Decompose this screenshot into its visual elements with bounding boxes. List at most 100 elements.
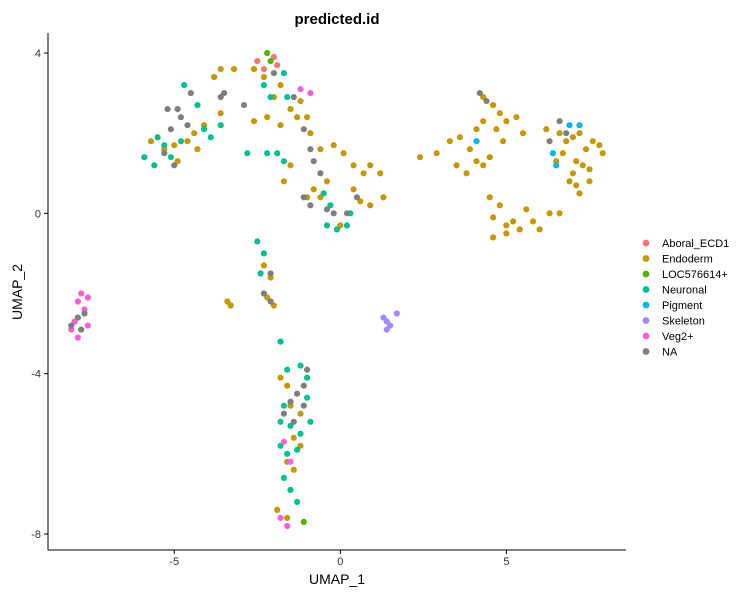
legend-key — [642, 301, 650, 309]
data-point-endoderm — [473, 126, 480, 133]
data-point-endoderm — [513, 114, 520, 121]
data-point-endoderm — [274, 506, 281, 513]
data-point-pigment — [553, 162, 560, 169]
data-point-endoderm — [310, 186, 317, 193]
data-point-endoderm — [480, 118, 487, 125]
data-point-na — [294, 390, 301, 397]
data-point-na — [343, 210, 351, 217]
data-point-na — [483, 98, 490, 105]
data-point-na — [68, 322, 75, 329]
data-point-endoderm — [217, 110, 224, 117]
legend-label: Skeleton — [662, 316, 705, 328]
data-point-endoderm — [589, 138, 596, 145]
y-tick-label: 0 — [35, 208, 41, 220]
data-point-veg2- — [297, 86, 304, 93]
legend: Aboral_ECD1 Endoderm LOC576614+ Neuronal Pig… — [642, 238, 729, 359]
data-point-endoderm — [317, 146, 324, 153]
data-point-neuronal — [181, 82, 188, 89]
y-tick-label: 4 — [35, 48, 41, 60]
data-point-endoderm — [493, 126, 500, 133]
data-point-na — [174, 106, 181, 113]
data-point-neuronal — [257, 270, 264, 277]
data-point-endoderm — [360, 170, 367, 177]
data-point-na — [81, 310, 88, 317]
legend-label: Neuronal — [662, 285, 707, 297]
data-point-na — [304, 366, 311, 373]
data-point-neuronal — [287, 486, 294, 493]
data-point-endoderm — [453, 162, 460, 169]
data-point-na — [556, 118, 563, 125]
data-point-endoderm — [546, 210, 553, 217]
legend-key — [642, 286, 650, 293]
data-point-neuronal — [280, 70, 287, 77]
data-point-na — [167, 126, 174, 133]
data-point-skeleton — [393, 310, 400, 317]
data-point-endoderm — [573, 182, 580, 189]
data-point-endoderm — [297, 98, 304, 105]
data-point-neuronal — [320, 190, 327, 197]
data-point-neuronal — [194, 102, 201, 109]
points-layer — [68, 49, 606, 530]
data-point-endoderm — [211, 74, 218, 81]
data-point-endoderm — [260, 262, 267, 269]
data-point-neuronal — [307, 418, 314, 425]
data-point-na — [307, 202, 314, 209]
data-point-endoderm — [260, 74, 267, 81]
data-point-endoderm — [529, 218, 537, 225]
legend-label: Pigment — [662, 300, 702, 312]
data-point-endoderm — [277, 122, 284, 129]
data-point-neuronal — [154, 134, 161, 141]
data-point-endoderm — [503, 230, 510, 237]
data-point-na — [184, 122, 191, 129]
data-point-endoderm — [576, 130, 583, 137]
data-point-neuronal — [177, 138, 184, 145]
data-point-na — [171, 162, 178, 169]
y-tick-label: -4 — [31, 369, 41, 381]
data-point-endoderm — [227, 302, 234, 309]
data-point-endoderm — [277, 374, 284, 381]
data-point-endoderm — [500, 138, 507, 145]
data-point-veg2- — [74, 298, 81, 305]
data-point-na — [476, 90, 483, 97]
data-point-endoderm — [446, 138, 453, 145]
data-point-neuronal — [280, 474, 287, 481]
data-point-na — [353, 194, 360, 201]
data-point-na — [300, 402, 307, 409]
data-point-neuronal — [280, 158, 287, 165]
data-point-neuronal — [284, 450, 291, 457]
x-axis-ticks: -5 0 5 — [169, 550, 509, 568]
data-point-endoderm — [250, 118, 258, 125]
data-point-neuronal — [304, 394, 311, 401]
data-point-endoderm — [174, 158, 181, 165]
data-point-endoderm — [350, 162, 357, 169]
data-point-endoderm — [297, 410, 304, 417]
data-point-neuronal — [207, 134, 214, 141]
data-point-na — [240, 102, 248, 109]
data-point-na — [307, 146, 314, 153]
x-tick-label: -5 — [169, 556, 179, 568]
data-point-endoderm — [486, 194, 493, 201]
data-point-endoderm — [217, 66, 224, 73]
legend-label: Aboral_ECD1 — [662, 238, 729, 250]
data-point-endoderm — [330, 142, 337, 149]
data-point-endoderm — [380, 194, 387, 201]
data-point-endoderm — [503, 118, 510, 125]
data-point-veg2- — [284, 522, 291, 530]
data-point-endoderm — [490, 102, 497, 109]
data-point-endoderm — [490, 214, 497, 221]
data-point-aboral-ecd1 — [274, 62, 281, 69]
data-point-endoderm — [294, 114, 301, 121]
data-point-endoderm — [264, 114, 271, 121]
y-tick-label: -8 — [31, 529, 41, 541]
data-point-endoderm — [463, 170, 470, 177]
legend-key — [642, 317, 650, 324]
data-point-endoderm — [503, 222, 510, 229]
chart-title: predicted.id — [294, 11, 379, 28]
data-point-endoderm — [576, 190, 583, 197]
data-point-endoderm — [184, 138, 191, 145]
data-point-na — [280, 410, 287, 417]
data-point-endoderm — [586, 178, 593, 185]
data-point-endoderm — [290, 434, 297, 441]
data-point-na — [310, 158, 317, 165]
